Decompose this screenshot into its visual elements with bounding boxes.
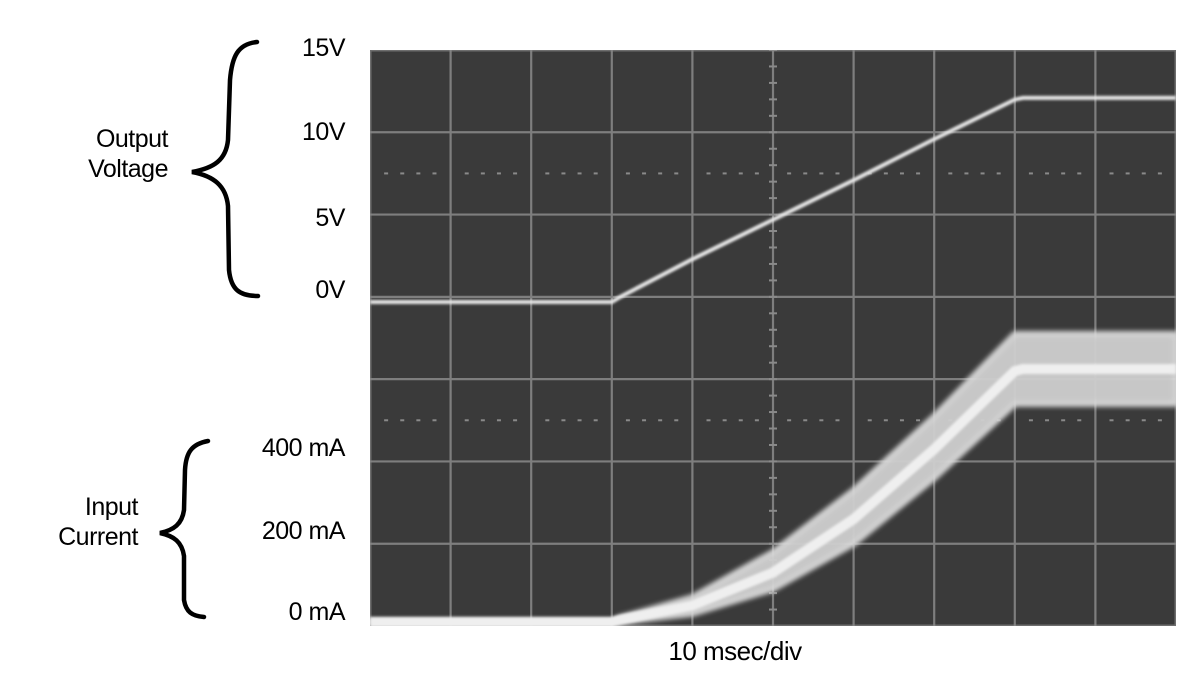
tick-15v: 15V <box>302 34 345 62</box>
x-axis-label: 10 msec/div <box>668 636 802 666</box>
output-voltage-label: Output Voltage <box>40 124 168 184</box>
tick-0v: 0V <box>315 276 345 304</box>
voltage-brace-icon <box>191 39 261 299</box>
oscilloscope-screen <box>370 50 1176 626</box>
input-current-label: Input Current <box>20 492 138 552</box>
input-current-label-line1: Input <box>84 493 139 521</box>
tick-200ma: 200 mA <box>261 517 346 545</box>
current-brace-icon <box>159 438 211 620</box>
tick-5v: 5V <box>315 204 345 232</box>
input-current-label-line2: Current <box>58 523 138 551</box>
voltage-trace <box>370 95 1176 304</box>
tick-400ma: 400 mA <box>261 434 346 462</box>
tick-0ma: 0 mA <box>288 598 346 626</box>
bracket-icons <box>159 39 261 620</box>
traces <box>370 95 1176 626</box>
tick-10v: 10V <box>302 118 345 146</box>
output-voltage-label-line2: Voltage <box>88 155 168 183</box>
output-voltage-label-line1: Output <box>95 125 169 153</box>
graticule-minor-ticks <box>384 50 1162 611</box>
